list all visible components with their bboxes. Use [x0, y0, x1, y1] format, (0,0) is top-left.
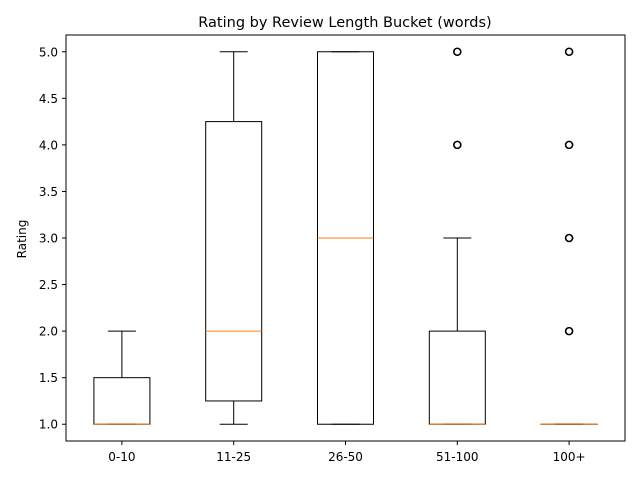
x-tick-label: 100+ — [553, 450, 586, 464]
y-tick-label: 1.0 — [39, 418, 58, 432]
outlier-point — [564, 140, 574, 150]
x-tick-label: 0-10 — [108, 450, 135, 464]
plot-area: 1.0 1.5 2.0 2.5 3.0 3.5 4.0 4.5 5.0 0-10 11-25 26-5… — [39, 45, 598, 464]
x-tick-label: 11-25 — [216, 450, 251, 464]
y-tick-label: 5.0 — [39, 45, 58, 59]
y-tick-label: 2.0 — [39, 325, 58, 339]
outlier-point — [564, 233, 574, 243]
y-tick-label: 2.5 — [39, 278, 58, 292]
y-tick-label: 3.0 — [39, 232, 58, 246]
y-tick-label: 4.0 — [39, 138, 58, 152]
chart-title: Rating by Review Length Bucket (words) — [198, 15, 491, 31]
plot-frame — [65, 34, 626, 442]
y-axis-label: Rating — [15, 220, 29, 259]
box — [205, 121, 263, 402]
y-tick-label: 4.5 — [39, 92, 58, 106]
x-tick-label: 26-50 — [328, 450, 363, 464]
y-tick-label: 1.5 — [39, 371, 58, 385]
outlier-point — [452, 47, 462, 57]
outlier-point — [564, 326, 574, 336]
y-tick-label: 3.5 — [39, 185, 58, 199]
box — [428, 330, 486, 425]
box — [93, 377, 151, 425]
outlier-point — [564, 47, 574, 57]
outlier-point — [452, 140, 462, 150]
x-tick-label: 51-100 — [436, 450, 479, 464]
